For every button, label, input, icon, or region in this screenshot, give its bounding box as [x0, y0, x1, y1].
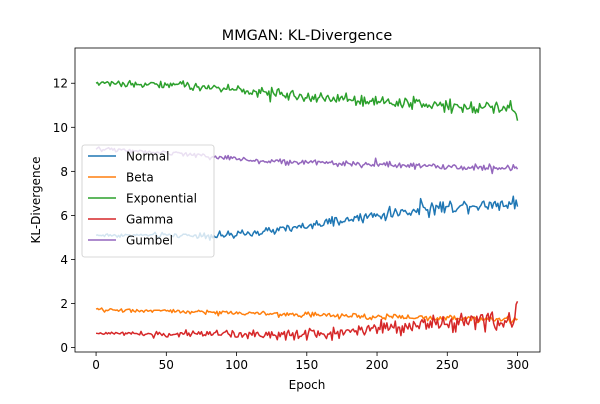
legend-label: Gamma — [126, 213, 173, 227]
y-tick: 12 — [53, 77, 75, 91]
y-axis-label: KL-Divergence — [29, 156, 43, 243]
y-tick: 2 — [60, 297, 75, 311]
x-tick: 50 — [159, 352, 174, 372]
x-tick: 100 — [225, 352, 248, 372]
y-tick-label: 12 — [53, 77, 68, 91]
y-tick-label: 0 — [60, 341, 68, 355]
x-tick-label: 250 — [436, 358, 459, 372]
y-tick-label: 8 — [60, 165, 68, 179]
series-line-gamma — [95, 301, 519, 341]
series-line-beta — [95, 307, 518, 325]
x-tick-label: 200 — [366, 358, 389, 372]
x-tick: 150 — [295, 352, 318, 372]
x-axis: 0 50 100 150 200 250 300 — [92, 352, 529, 372]
x-tick-label: 0 — [92, 358, 100, 372]
legend-box — [81, 144, 215, 258]
x-axis-label: Epoch — [289, 378, 326, 392]
legend: Normal Beta Exponential Gamma Gumbel — [81, 144, 215, 258]
axes-frame — [74, 47, 541, 353]
y-tick-label: 2 — [60, 297, 68, 311]
y-tick: 0 — [60, 341, 75, 355]
legend-label: Beta — [126, 171, 154, 185]
legend-entry-gumbel: Gumbel — [88, 234, 173, 248]
x-tick: 0 — [92, 352, 100, 372]
y-axis: 0 2 4 6 8 10 12 — [53, 77, 75, 355]
y-tick: 4 — [60, 253, 75, 267]
legend-label: Gumbel — [126, 234, 173, 248]
y-tick: 10 — [53, 121, 75, 135]
x-tick: 300 — [506, 352, 529, 372]
legend-entry-gamma: Gamma — [88, 213, 173, 227]
legend-label: Normal — [126, 150, 169, 164]
x-tick-label: 150 — [295, 358, 318, 372]
series-line-exponential — [95, 79, 519, 121]
x-tick: 200 — [366, 352, 389, 372]
legend-label: Exponential — [126, 192, 197, 206]
legend-entry-beta: Beta — [88, 171, 154, 185]
x-tick-label: 100 — [225, 358, 248, 372]
legend-entry-normal: Normal — [88, 150, 169, 164]
y-tick: 8 — [60, 165, 75, 179]
y-tick-label: 6 — [60, 209, 68, 223]
chart-title: MMGAN: KL-Divergence — [222, 28, 393, 44]
legend-entry-exponential: Exponential — [88, 192, 197, 206]
x-tick-label: 50 — [159, 358, 174, 372]
x-tick: 250 — [436, 352, 459, 372]
y-tick-label: 10 — [53, 121, 68, 135]
y-tick: 6 — [60, 209, 75, 223]
x-tick-label: 300 — [506, 358, 529, 372]
y-tick-label: 4 — [60, 253, 68, 267]
